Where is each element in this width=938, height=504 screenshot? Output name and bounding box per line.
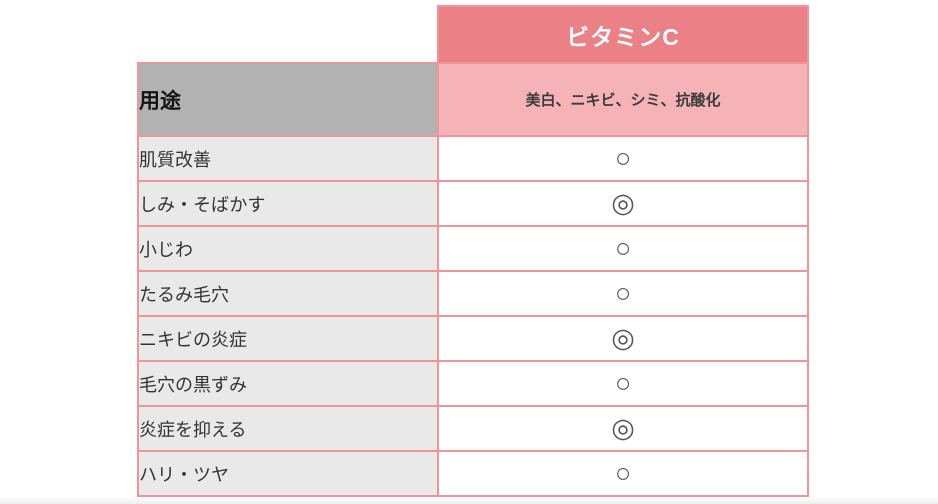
row-label: 毛穴の黒ずみ <box>137 360 439 407</box>
effectiveness-mark: ○ <box>437 270 809 317</box>
row-label: 小じわ <box>137 225 439 272</box>
comparison-table-stage: ビタミンC 用途 美白、ニキビ、シミ、抗酸化 肌質改善 ○ しみ・そばかす ◎ … <box>137 5 809 497</box>
row-label: 肌質改善 <box>137 135 439 182</box>
table-row: ハリ・ツヤ ○ <box>137 450 809 497</box>
effectiveness-mark: ◎ <box>437 180 809 227</box>
effectiveness-mark: ◎ <box>437 315 809 362</box>
effectiveness-mark: ◎ <box>437 405 809 452</box>
row-label: ニキビの炎症 <box>137 315 439 362</box>
row-label: ハリ・ツヤ <box>137 450 439 497</box>
column-header-vitamin-c: ビタミンC <box>437 5 809 64</box>
row-label: たるみ毛穴 <box>137 270 439 317</box>
table-row: 肌質改善 ○ <box>137 135 809 182</box>
table-row: 毛穴の黒ずみ ○ <box>137 360 809 407</box>
vitamin-c-comparison-table: ビタミンC 用途 美白、ニキビ、シミ、抗酸化 肌質改善 ○ しみ・そばかす ◎ … <box>137 5 809 497</box>
usage-header: 用途 <box>137 62 439 137</box>
banner-spacer <box>138 6 438 63</box>
effectiveness-mark: ○ <box>437 135 809 182</box>
effectiveness-mark: ○ <box>437 450 809 497</box>
banner-row: ビタミンC <box>138 5 809 64</box>
effectiveness-mark: ○ <box>437 225 809 272</box>
row-label: 炎症を抑える <box>137 405 439 452</box>
effectiveness-mark: ○ <box>437 360 809 407</box>
column-subheader: 美白、ニキビ、シミ、抗酸化 <box>437 62 809 137</box>
bottom-edge-shadow <box>0 497 938 504</box>
table-row: しみ・そばかす ◎ <box>137 180 809 227</box>
header-row: 用途 美白、ニキビ、シミ、抗酸化 <box>137 62 809 137</box>
row-label: しみ・そばかす <box>137 180 439 227</box>
table-row: たるみ毛穴 ○ <box>137 270 809 317</box>
table-row: 小じわ ○ <box>137 225 809 272</box>
table-row: 炎症を抑える ◎ <box>137 405 809 452</box>
table-row: ニキビの炎症 ◎ <box>137 315 809 362</box>
